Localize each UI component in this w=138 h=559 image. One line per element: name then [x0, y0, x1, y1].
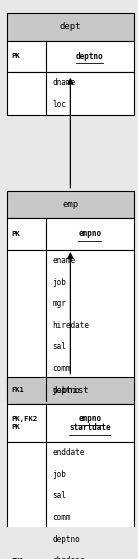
Text: sal: sal: [52, 342, 66, 352]
Text: deptno: deptno: [52, 534, 80, 543]
Bar: [7, 404, 134, 442]
Bar: [7, 442, 134, 559]
Text: empno: empno: [78, 229, 101, 238]
Text: comm: comm: [52, 513, 71, 522]
Text: loc: loc: [52, 100, 66, 109]
Text: PK,FK2
PK: PK,FK2 PK: [11, 416, 37, 430]
Text: deptno: deptno: [76, 52, 104, 61]
Text: chgdesc: chgdesc: [52, 556, 85, 559]
Text: sal: sal: [52, 491, 66, 500]
Text: empno: empno: [78, 414, 101, 423]
Bar: [7, 41, 134, 72]
Text: PK: PK: [11, 53, 20, 59]
Text: hiredate: hiredate: [52, 321, 89, 330]
Text: startdate: startdate: [69, 423, 111, 432]
Bar: [7, 191, 134, 218]
Text: deptno: deptno: [52, 386, 80, 395]
Text: dept: dept: [60, 22, 81, 31]
Text: job: job: [52, 278, 66, 287]
Text: ename: ename: [52, 256, 76, 265]
Text: comm: comm: [52, 364, 71, 373]
Text: dname: dname: [52, 78, 76, 87]
Bar: [7, 377, 134, 404]
Text: emp: emp: [62, 200, 78, 209]
Bar: [7, 13, 134, 41]
Text: PK: PK: [11, 231, 20, 237]
Text: enddate: enddate: [52, 448, 85, 457]
Text: jobhist: jobhist: [52, 386, 89, 395]
Text: FK1: FK1: [11, 387, 24, 393]
Bar: [7, 72, 134, 115]
Text: mgr: mgr: [52, 299, 66, 308]
Text: FK1: FK1: [11, 558, 24, 559]
Text: job: job: [52, 470, 66, 479]
Bar: [7, 218, 134, 250]
Bar: [7, 250, 134, 401]
